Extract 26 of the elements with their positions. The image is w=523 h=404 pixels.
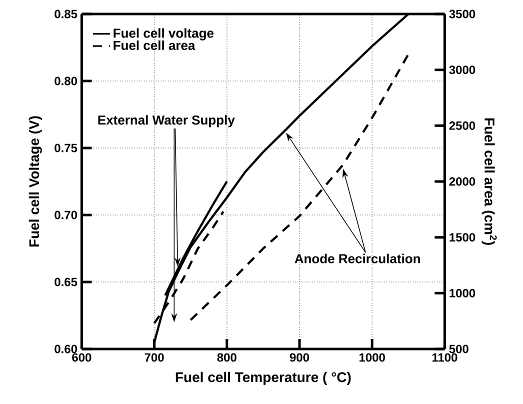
y2-tick-label: 1000 [450, 288, 476, 298]
legend-label: Fuel cell area [114, 40, 196, 50]
x-tick-label: 700 [144, 353, 164, 362]
annotation: Anode Recirculation [294, 254, 420, 264]
y-tick-label: 0.65 [54, 278, 78, 286]
y2-tick-label: 3500 [449, 10, 476, 18]
x-axis-title: Fuel cell Temperature ( °C) [176, 372, 351, 385]
x-tick-label: 1000 [360, 353, 385, 362]
x-tick-label: 900 [290, 353, 310, 362]
y-tick-label: 0.75 [54, 144, 78, 152]
y2-tick-label: 500 [449, 344, 468, 354]
y2-tick-label: 3000 [449, 66, 476, 74]
y-tick-label: 0.85 [54, 10, 78, 18]
y-axis-title: Fuel cell Voltage (V) [28, 116, 42, 247]
y-tick-label: 0.70 [54, 210, 78, 220]
x-tick-label: 600 [72, 353, 92, 362]
y2-axis-title: Fuel cell area (cm$^{2}$) [482, 118, 497, 245]
y-tick-label: 0.80 [54, 76, 78, 86]
legend-label: Fuel cell voltage [114, 28, 214, 40]
x-tick-label: 1100 [432, 353, 458, 362]
y2-tick-label: 2000 [449, 177, 476, 186]
y-tick-label: 0.60 [54, 344, 78, 354]
annotation: External Water Supply [98, 115, 235, 128]
y2-tick-label: 2500 [449, 121, 476, 130]
y2-tick-label: 1500 [450, 233, 476, 242]
x-tick-label: 800 [217, 353, 236, 362]
